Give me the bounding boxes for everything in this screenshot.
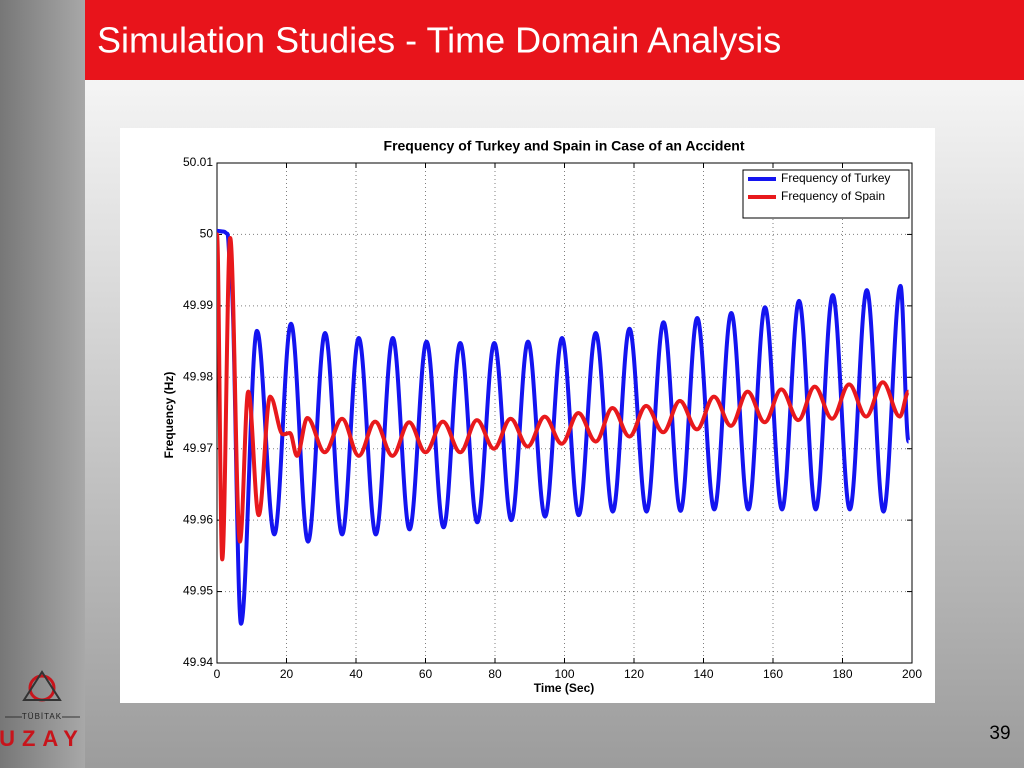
- y-tick-label: 49.96: [183, 512, 213, 526]
- y-tick-label: 49.95: [183, 584, 213, 598]
- logo: TÜBİTAK UZAY: [0, 670, 85, 751]
- x-tick-label: 160: [763, 667, 783, 681]
- y-tick-label: 49.98: [183, 369, 213, 383]
- slide-title: Simulation Studies - Time Domain Analysi…: [97, 20, 781, 61]
- logo-unit: UZAY: [0, 726, 85, 751]
- series-line: [217, 228, 911, 626]
- logo-org: TÜBİTAK: [22, 712, 62, 721]
- x-tick-label: 60: [419, 667, 433, 681]
- chart-title: Frequency of Turkey and Spain in Case of…: [384, 138, 745, 154]
- x-tick-label: 40: [349, 667, 363, 681]
- legend-label: Frequency of Turkey: [781, 171, 890, 185]
- x-tick-label: 120: [624, 667, 644, 681]
- x-tick-label: 0: [214, 667, 221, 681]
- title-bar: [85, 0, 1024, 80]
- page-number: 39: [989, 723, 1010, 744]
- x-tick-label: 200: [902, 667, 922, 681]
- y-tick-label: 49.99: [183, 298, 213, 312]
- x-tick-label: 20: [280, 667, 294, 681]
- logo-mark: [22, 670, 62, 701]
- y-tick-label: 50: [200, 227, 214, 241]
- x-tick-label: 180: [832, 667, 852, 681]
- x-tick-label: 140: [693, 667, 713, 681]
- series-line: [217, 232, 911, 562]
- y-tick-label: 49.97: [183, 441, 213, 455]
- x-tick-label: 80: [488, 667, 502, 681]
- y-tick-label: 50.01: [183, 155, 213, 169]
- y-tick-label: 49.94: [183, 655, 213, 669]
- legend-label: Frequency of Spain: [781, 189, 885, 203]
- x-axis-label: Time (Sec): [534, 681, 594, 695]
- x-tick-label: 100: [554, 667, 574, 681]
- side-strip: [0, 0, 85, 768]
- plot-frame: [216, 162, 913, 664]
- y-axis-label: Frequency (Hz): [162, 372, 176, 459]
